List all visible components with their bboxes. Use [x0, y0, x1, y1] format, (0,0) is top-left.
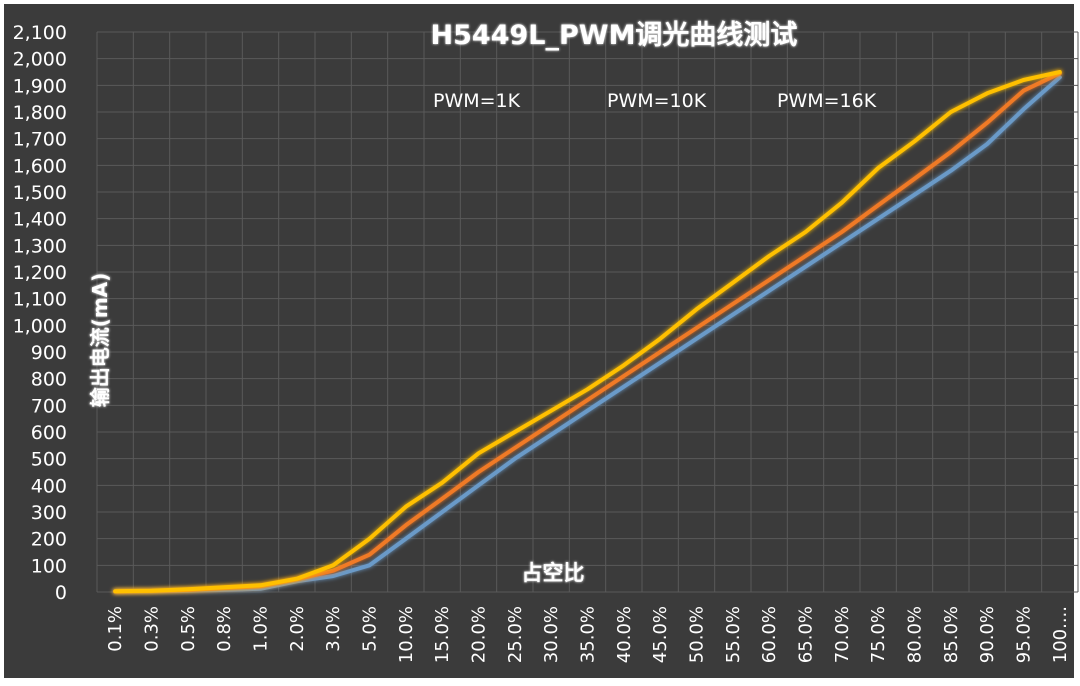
- y-tick-label: 700: [31, 395, 67, 417]
- x-tick-label: 30.0%: [541, 606, 562, 663]
- x-tick-label: 0.8%: [214, 606, 235, 652]
- legend-label: PWM=1K: [433, 90, 521, 112]
- y-tick-label: 100: [31, 555, 67, 577]
- x-tick-label: 0.3%: [142, 606, 163, 652]
- x-tick-label: 70.0%: [832, 606, 853, 663]
- y-tick-label: 1,000: [13, 315, 67, 337]
- x-tick-label: 5.0%: [360, 606, 381, 652]
- y-tick-label: 2,100: [13, 22, 67, 44]
- x-tick-label: 20.0%: [469, 606, 490, 663]
- series-lines: [113, 70, 1062, 594]
- legend-item: PWM=16K: [722, 90, 877, 112]
- y-tick-label: 900: [31, 342, 67, 364]
- y-tick-label: 300: [31, 502, 67, 524]
- y-tick-label: 1,200: [13, 262, 67, 284]
- x-tick-label: 80.0%: [905, 606, 926, 663]
- x-tick-label: 100....: [1050, 606, 1071, 663]
- chart-title: H5449L_PWM调光曲线测试: [431, 20, 798, 51]
- y-tick-label: 500: [31, 449, 67, 471]
- legend: PWM=1K PWM=10K PWM=16K: [378, 90, 877, 112]
- y-axis: 0 100 200 300 400 500 600 700 800 900 1,000 1,100 1,…: [13, 22, 67, 604]
- x-tick-label: 3.0%: [323, 606, 344, 652]
- x-tick-label: 10.0%: [396, 606, 417, 663]
- x-tick-label: 0.5%: [178, 606, 199, 652]
- y-tick-label: 1,500: [13, 182, 67, 204]
- x-tick-label: 75.0%: [868, 606, 889, 663]
- y-tick-label: 1,100: [13, 289, 67, 311]
- y-tick-label: 2,000: [13, 49, 67, 71]
- y-tick-label: 0: [55, 582, 67, 604]
- x-tick-label: 35.0%: [578, 606, 599, 663]
- y-axis-label: 输出电流(mA): [88, 273, 112, 408]
- x-tick-label: 85.0%: [941, 606, 962, 663]
- x-tick-label: 95.0%: [1014, 606, 1035, 663]
- x-axis-label: 占空比: [522, 561, 585, 585]
- x-tick-label: 40.0%: [614, 606, 635, 663]
- y-tick-label: 1,600: [13, 155, 67, 177]
- y-tick-label: 600: [31, 422, 67, 444]
- y-tick-label: 1,400: [13, 209, 67, 231]
- x-tick-label: 1.0%: [251, 606, 272, 652]
- y-tick-label: 1,300: [13, 235, 67, 257]
- series-line-pwm-16k: [113, 70, 1062, 594]
- series-line-pwm-1k: [113, 75, 1062, 594]
- x-tick-label: 55.0%: [723, 606, 744, 663]
- x-tick-label: 45.0%: [650, 606, 671, 663]
- x-tick-label: 65.0%: [796, 606, 817, 663]
- y-tick-label: 1,800: [13, 102, 67, 124]
- legend-item: PWM=10K: [552, 90, 707, 112]
- legend-label: PWM=16K: [777, 90, 877, 112]
- x-tick-label: 50.0%: [687, 606, 708, 663]
- x-tick-label: 90.0%: [977, 606, 998, 663]
- y-tick-label: 800: [31, 369, 67, 391]
- x-tick-label: 25.0%: [505, 606, 526, 663]
- x-tick-label: 15.0%: [432, 606, 453, 663]
- y-tick-label: 400: [31, 475, 67, 497]
- x-tick-label: 60.0%: [759, 606, 780, 663]
- x-tick-label: 0.1%: [105, 606, 126, 652]
- y-tick-label: 1,900: [13, 75, 67, 97]
- y-tick-label: 1,700: [13, 129, 67, 151]
- y-tick-label: 200: [31, 529, 67, 551]
- legend-item: PWM=1K: [378, 90, 521, 112]
- legend-label: PWM=10K: [607, 90, 707, 112]
- x-tick-label: 2.0%: [287, 606, 308, 652]
- x-axis: 0.1% 0.3% 0.5% 0.8% 1.0% 2.0% 3.0% 5.0% 10.0% 15.…: [105, 606, 1071, 663]
